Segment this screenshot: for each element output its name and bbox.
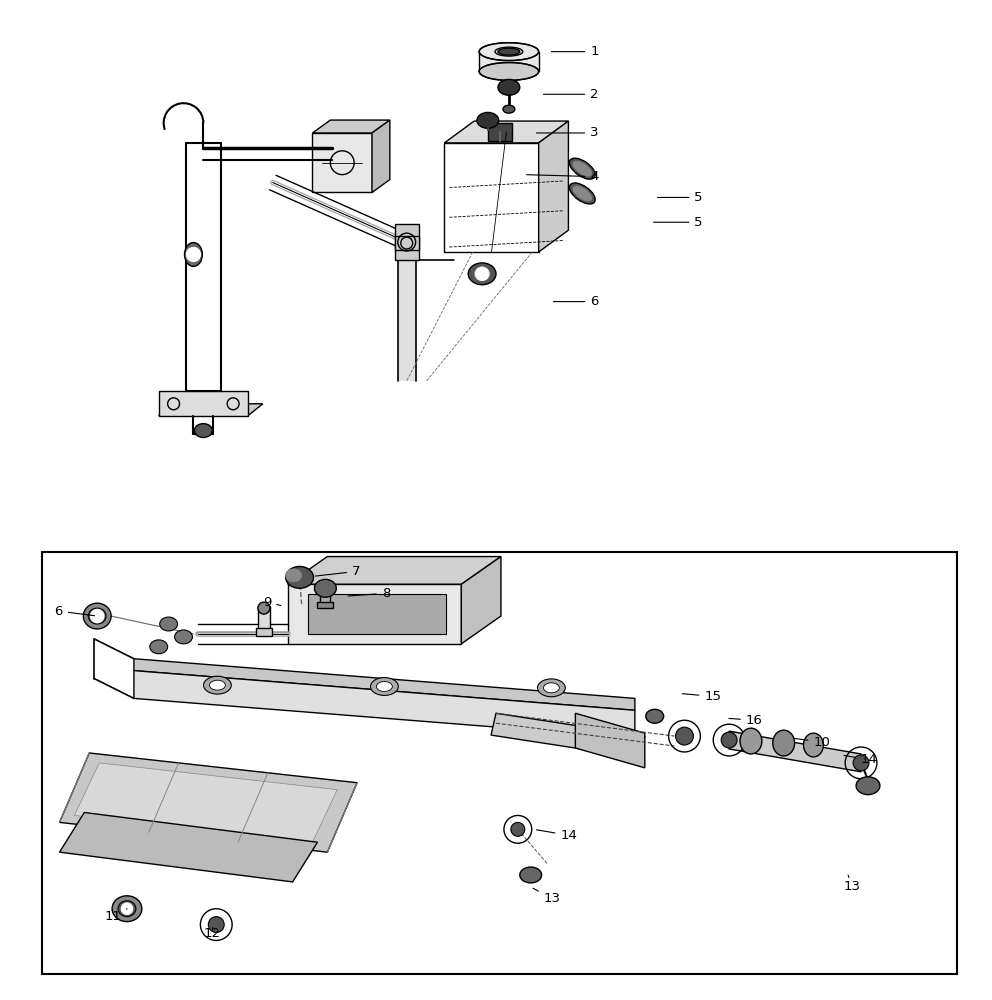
Ellipse shape xyxy=(569,158,595,179)
Polygon shape xyxy=(491,713,645,758)
Polygon shape xyxy=(288,557,501,584)
Ellipse shape xyxy=(83,603,111,629)
Polygon shape xyxy=(308,594,446,634)
Ellipse shape xyxy=(573,186,591,201)
Polygon shape xyxy=(575,713,645,768)
Text: 4: 4 xyxy=(527,170,598,183)
Text: 14: 14 xyxy=(844,753,878,766)
Ellipse shape xyxy=(479,63,539,80)
Polygon shape xyxy=(134,671,635,738)
Text: 13: 13 xyxy=(533,888,560,905)
Ellipse shape xyxy=(646,709,664,723)
Text: 11: 11 xyxy=(104,909,127,923)
Polygon shape xyxy=(188,143,218,391)
Polygon shape xyxy=(60,753,357,852)
Text: 13: 13 xyxy=(843,875,860,893)
Bar xyxy=(256,628,272,636)
Text: 16: 16 xyxy=(729,714,763,727)
Ellipse shape xyxy=(856,777,880,795)
Text: 15: 15 xyxy=(682,690,721,703)
Circle shape xyxy=(676,727,693,745)
Ellipse shape xyxy=(804,733,823,757)
Polygon shape xyxy=(539,121,568,252)
Polygon shape xyxy=(288,584,461,644)
Circle shape xyxy=(721,732,737,748)
Polygon shape xyxy=(74,763,337,842)
Circle shape xyxy=(475,267,489,281)
Ellipse shape xyxy=(498,79,520,95)
Text: 8: 8 xyxy=(348,587,390,600)
Polygon shape xyxy=(312,120,390,133)
Text: 9: 9 xyxy=(263,596,281,609)
Ellipse shape xyxy=(175,630,192,644)
Polygon shape xyxy=(159,391,248,416)
Ellipse shape xyxy=(474,267,490,280)
Text: 6: 6 xyxy=(55,605,94,618)
Ellipse shape xyxy=(185,243,202,266)
Text: 6: 6 xyxy=(554,295,598,308)
Polygon shape xyxy=(444,143,539,252)
Ellipse shape xyxy=(498,48,520,55)
Ellipse shape xyxy=(118,901,136,917)
Polygon shape xyxy=(398,260,416,381)
Text: 12: 12 xyxy=(203,927,220,940)
Circle shape xyxy=(186,248,200,261)
Polygon shape xyxy=(159,404,263,416)
Bar xyxy=(488,123,512,141)
Ellipse shape xyxy=(377,682,393,691)
Polygon shape xyxy=(479,52,539,71)
Ellipse shape xyxy=(520,867,542,883)
Ellipse shape xyxy=(773,730,795,756)
Polygon shape xyxy=(372,120,390,192)
Text: 5: 5 xyxy=(654,216,703,229)
Polygon shape xyxy=(444,121,568,143)
Ellipse shape xyxy=(538,679,565,697)
Ellipse shape xyxy=(160,617,178,631)
Ellipse shape xyxy=(573,161,591,176)
Ellipse shape xyxy=(286,569,302,582)
Bar xyxy=(258,606,270,634)
Circle shape xyxy=(121,903,133,915)
Ellipse shape xyxy=(477,112,499,128)
Ellipse shape xyxy=(112,896,142,922)
Ellipse shape xyxy=(203,676,231,694)
Circle shape xyxy=(853,755,869,771)
Ellipse shape xyxy=(88,608,106,624)
Ellipse shape xyxy=(371,678,399,695)
Text: 2: 2 xyxy=(544,88,599,101)
Ellipse shape xyxy=(314,579,336,597)
Ellipse shape xyxy=(479,43,539,61)
Polygon shape xyxy=(312,133,372,192)
Ellipse shape xyxy=(503,105,515,113)
Ellipse shape xyxy=(569,183,595,204)
Bar xyxy=(395,224,419,260)
Text: 14: 14 xyxy=(537,829,577,842)
Ellipse shape xyxy=(468,263,496,285)
Polygon shape xyxy=(60,812,317,882)
Bar xyxy=(320,588,330,604)
Bar xyxy=(42,552,957,974)
Circle shape xyxy=(90,609,104,623)
Ellipse shape xyxy=(286,566,313,588)
Text: 7: 7 xyxy=(315,565,361,578)
Text: 5: 5 xyxy=(658,191,703,204)
Circle shape xyxy=(208,917,224,933)
Polygon shape xyxy=(461,557,501,644)
Ellipse shape xyxy=(544,683,559,693)
Ellipse shape xyxy=(209,680,225,690)
Ellipse shape xyxy=(740,728,762,754)
Text: 3: 3 xyxy=(537,126,599,139)
Polygon shape xyxy=(729,731,861,772)
Bar xyxy=(317,602,333,608)
Bar xyxy=(395,236,419,250)
Text: 1: 1 xyxy=(552,45,599,58)
Circle shape xyxy=(258,602,270,614)
Ellipse shape xyxy=(150,640,168,654)
Text: 10: 10 xyxy=(795,736,830,749)
Polygon shape xyxy=(134,659,635,710)
Ellipse shape xyxy=(194,424,212,438)
Circle shape xyxy=(511,822,525,836)
